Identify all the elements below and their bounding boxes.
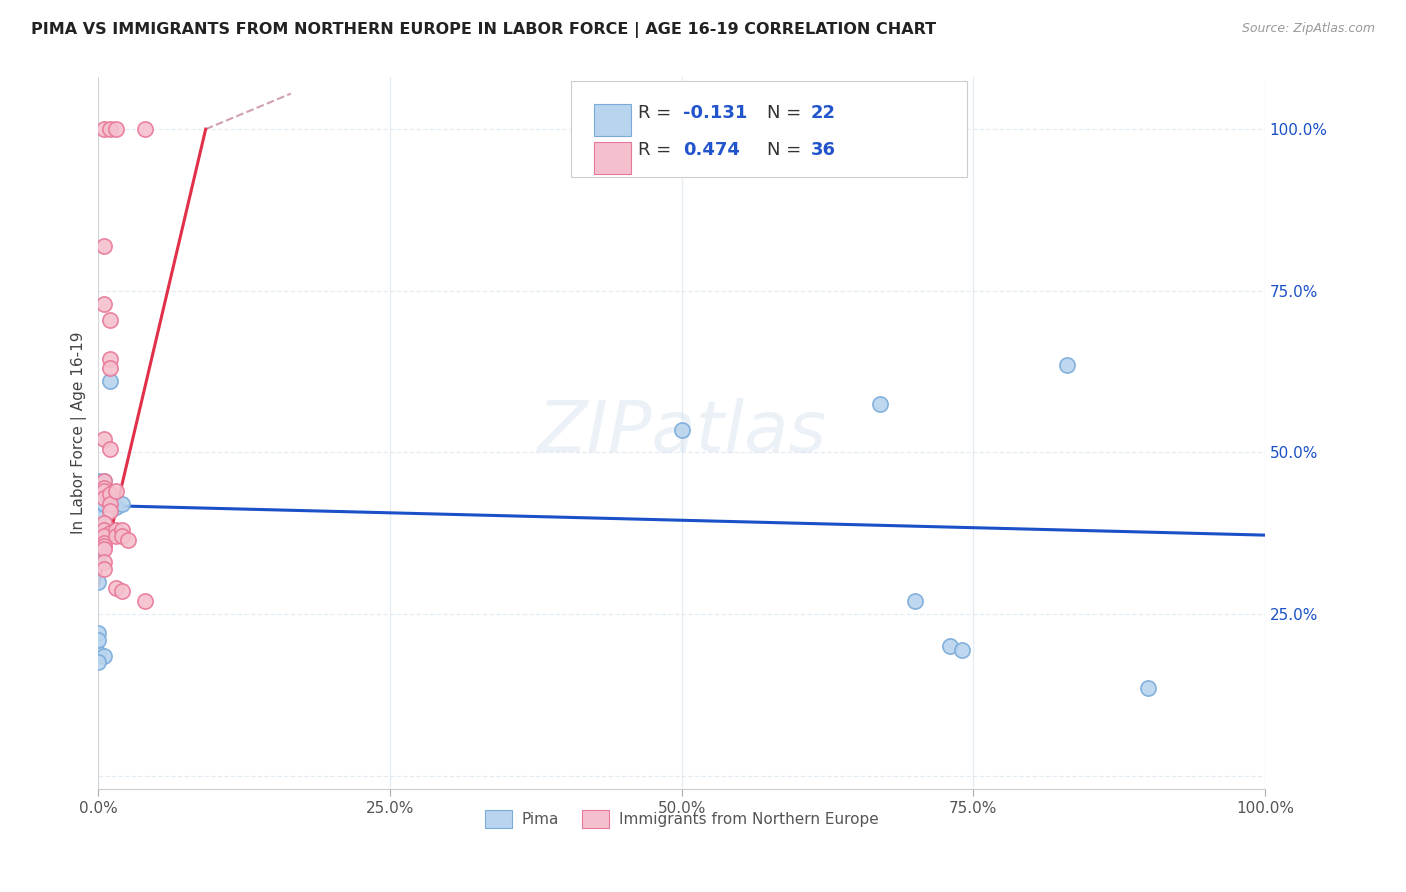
- Text: 36: 36: [811, 142, 837, 160]
- Point: [98, 122, 121, 136]
- Point: [111, 529, 134, 543]
- Text: PIMA VS IMMIGRANTS FROM NORTHERN EUROPE IN LABOR FORCE | AGE 16-19 CORRELATION C: PIMA VS IMMIGRANTS FROM NORTHERN EUROPE …: [31, 22, 936, 38]
- Text: R =: R =: [638, 103, 678, 121]
- Point: [98, 361, 121, 376]
- Point: [93, 542, 115, 557]
- Point: [117, 533, 139, 547]
- Point: [87, 510, 110, 524]
- Point: [98, 351, 121, 366]
- Point: [93, 536, 115, 550]
- Point: [671, 423, 693, 437]
- Point: [98, 503, 121, 517]
- Point: [87, 574, 110, 589]
- Point: [93, 481, 115, 495]
- Point: [869, 397, 891, 411]
- FancyBboxPatch shape: [595, 104, 631, 136]
- Point: [111, 584, 134, 599]
- Text: 22: 22: [811, 103, 837, 121]
- Point: [93, 475, 115, 489]
- Point: [93, 516, 115, 531]
- Point: [93, 296, 115, 310]
- Point: [904, 594, 927, 608]
- Point: [93, 484, 115, 499]
- Point: [93, 523, 115, 537]
- Point: [104, 484, 127, 499]
- Point: [93, 529, 115, 543]
- Text: -0.131: -0.131: [683, 103, 747, 121]
- Point: [104, 122, 127, 136]
- FancyBboxPatch shape: [571, 81, 967, 177]
- Text: Source: ZipAtlas.com: Source: ZipAtlas.com: [1241, 22, 1375, 36]
- Point: [87, 475, 110, 489]
- Point: [134, 122, 156, 136]
- Point: [950, 642, 973, 657]
- Point: [87, 555, 110, 569]
- Text: N =: N =: [766, 103, 807, 121]
- Point: [98, 526, 121, 541]
- Text: 0.474: 0.474: [683, 142, 740, 160]
- Point: [98, 313, 121, 327]
- Point: [98, 494, 121, 508]
- Point: [93, 523, 115, 537]
- Text: R =: R =: [638, 142, 678, 160]
- Point: [111, 497, 134, 511]
- Point: [93, 122, 115, 136]
- Point: [93, 491, 115, 505]
- Point: [134, 594, 156, 608]
- Point: [111, 523, 134, 537]
- Point: [104, 500, 127, 515]
- Point: [87, 539, 110, 553]
- Point: [104, 581, 127, 595]
- Point: [104, 523, 127, 537]
- Point: [98, 374, 121, 388]
- Point: [87, 646, 110, 660]
- Point: [104, 529, 127, 543]
- Point: [939, 640, 962, 654]
- Point: [93, 433, 115, 447]
- Point: [93, 491, 115, 505]
- Y-axis label: In Labor Force | Age 16-19: In Labor Force | Age 16-19: [72, 332, 87, 534]
- Point: [87, 549, 110, 563]
- Legend: Pima, Immigrants from Northern Europe: Pima, Immigrants from Northern Europe: [479, 805, 884, 834]
- Point: [93, 475, 115, 489]
- Point: [93, 555, 115, 569]
- Point: [93, 238, 115, 252]
- Point: [93, 648, 115, 663]
- Point: [93, 497, 115, 511]
- Point: [98, 497, 121, 511]
- FancyBboxPatch shape: [595, 142, 631, 174]
- Point: [93, 562, 115, 576]
- Text: N =: N =: [766, 142, 807, 160]
- Point: [87, 632, 110, 647]
- Point: [87, 497, 110, 511]
- Point: [87, 626, 110, 640]
- Point: [1137, 681, 1160, 696]
- Text: ZIPatlas: ZIPatlas: [537, 399, 827, 467]
- Point: [87, 523, 110, 537]
- Point: [1056, 358, 1078, 372]
- Point: [98, 442, 121, 457]
- Point: [98, 487, 121, 501]
- Point: [93, 481, 115, 495]
- Point: [87, 656, 110, 670]
- Point: [93, 539, 115, 553]
